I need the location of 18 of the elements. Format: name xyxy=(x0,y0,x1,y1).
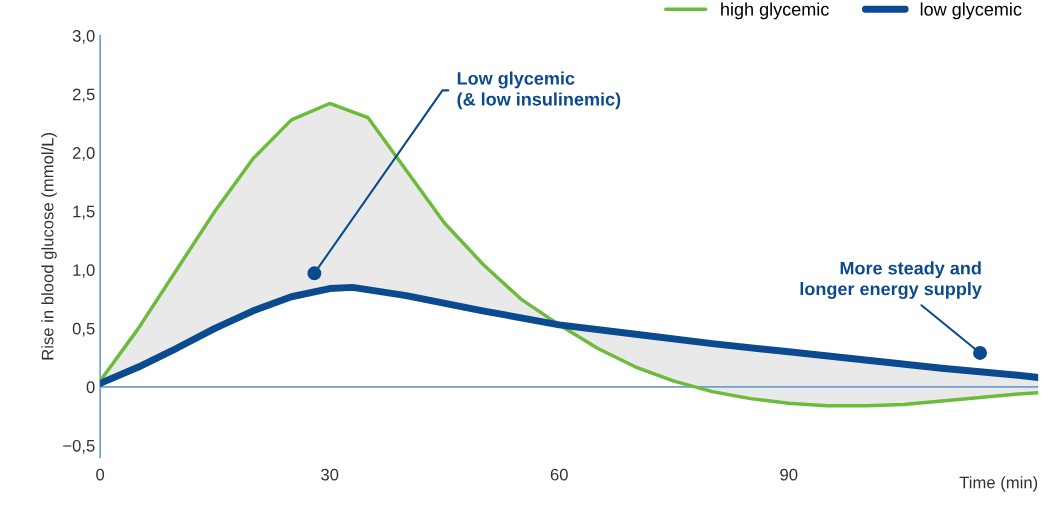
x-tick-label: 90 xyxy=(780,468,798,481)
y-tick-label: 2,0 xyxy=(72,147,95,161)
legend-label: low glycemic xyxy=(920,2,1022,20)
y-tick-label: 0 xyxy=(86,381,95,394)
annotation: More steady and longer energy supply xyxy=(800,261,982,299)
annotation: Low glycemic (& low insulinemic) xyxy=(457,71,621,110)
y-tick-label: 1,5 xyxy=(73,205,95,220)
y-tick-label: 1,0 xyxy=(73,264,95,278)
x-tick-label: 60 xyxy=(550,468,568,481)
x-tick-label: 0 xyxy=(96,468,105,481)
y-tick-label: 0,5 xyxy=(72,322,95,337)
x-tick-label: 30 xyxy=(321,468,339,481)
y-tick-label: 3,0 xyxy=(72,29,95,44)
legend-label: high glycemic xyxy=(721,2,829,20)
y-axis-title: Rise in blood glucose (mmol/L) xyxy=(41,133,57,360)
y-tick-label: 2,5 xyxy=(72,88,95,103)
y-tick-label: −0,5 xyxy=(63,439,95,454)
x-axis-title: Time (min) xyxy=(959,476,1038,492)
